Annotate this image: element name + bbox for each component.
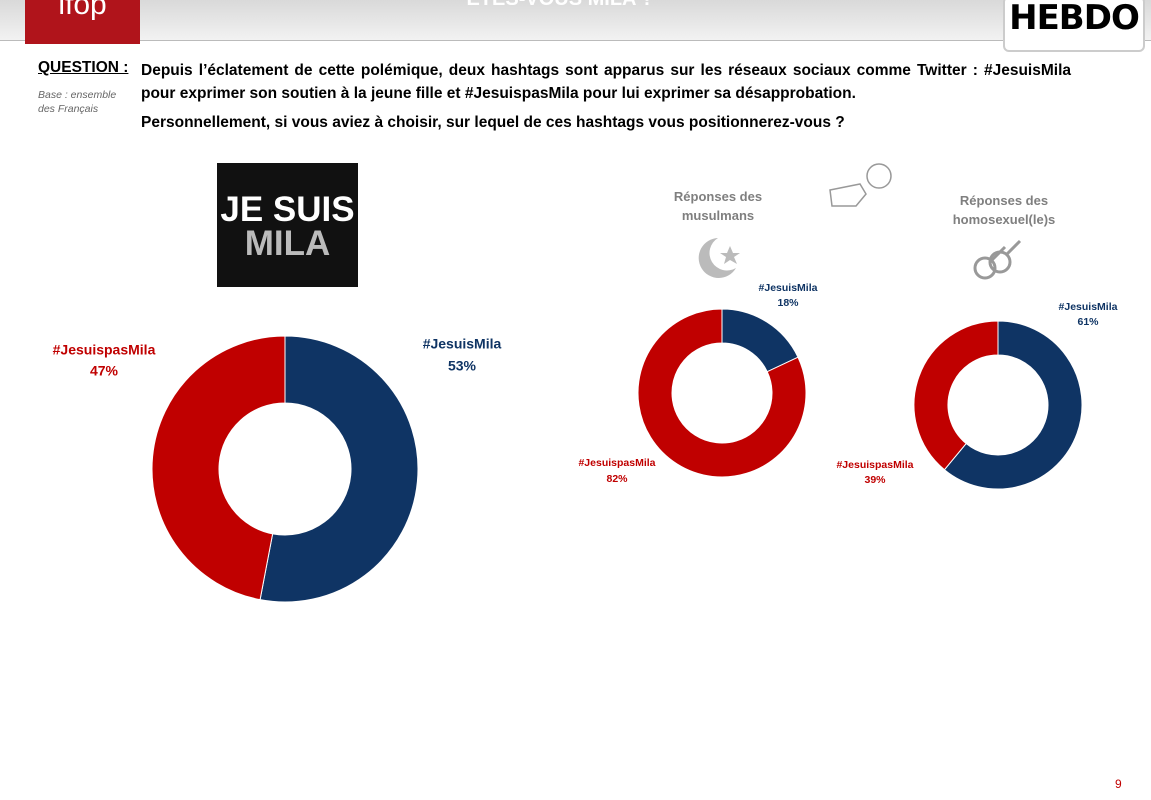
value-label: 53% bbox=[448, 358, 477, 374]
header-band bbox=[0, 0, 1151, 41]
value-label: 47% bbox=[90, 363, 119, 379]
chart-title: Réponses des homosexuel(le)s bbox=[952, 193, 1056, 227]
slice-label: #JesuispasMila bbox=[836, 459, 913, 471]
value-label: 18% bbox=[777, 297, 799, 309]
slice-label: #JesuisMila bbox=[759, 282, 818, 294]
question-prompt: Personnellement, si vous aviez à choisir… bbox=[141, 114, 845, 131]
slice-label: #JesuisMila bbox=[423, 336, 502, 352]
donut-slice bbox=[637, 308, 807, 478]
slide-title: ÊTES-VOUS MILA ? bbox=[400, 0, 720, 11]
logo: ifop bbox=[25, 0, 140, 44]
search-icon bbox=[829, 163, 892, 207]
donut-slice bbox=[259, 335, 419, 603]
donut-slice bbox=[943, 320, 1083, 490]
brand-logo: HEBDO bbox=[1003, 0, 1145, 52]
value-label: 39% bbox=[864, 474, 886, 486]
image-line: MILA bbox=[244, 224, 331, 263]
je-suis-mila-image: JE SUIS MILA bbox=[217, 163, 358, 287]
donut-slice bbox=[151, 335, 286, 601]
base-note: Base : ensemble des Français bbox=[38, 89, 117, 115]
page-number: 9 bbox=[1115, 777, 1122, 791]
value-label: 61% bbox=[1077, 316, 1099, 328]
gender-icon bbox=[973, 239, 1022, 280]
value-label: 82% bbox=[606, 473, 628, 485]
image-line: JE SUIS bbox=[220, 190, 355, 229]
donut-slice bbox=[913, 320, 999, 471]
slice-label: #JesuisMila bbox=[1059, 301, 1118, 313]
crescent-icon bbox=[698, 238, 740, 278]
slice-label: #JesuispasMila bbox=[53, 342, 156, 358]
question-label: QUESTION : bbox=[38, 59, 129, 76]
chart-title: Réponses des musulmans bbox=[673, 189, 763, 223]
question-text: Depuis l’éclatement de cette polémique, … bbox=[141, 62, 1071, 102]
slice-label: #JesuispasMila bbox=[578, 457, 655, 469]
